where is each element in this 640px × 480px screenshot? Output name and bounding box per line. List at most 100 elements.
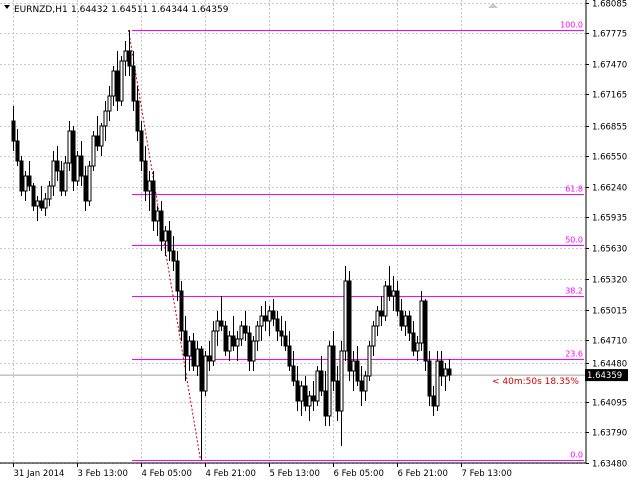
candle (427, 351, 432, 406)
time-axis[interactable]: 31 Jan 2014 3 Feb 13:00 4 Feb 05:00 4 Feb 2… (0, 462, 586, 479)
price-tick-label: 1.67165 (592, 91, 627, 101)
chevron-down-icon[interactable] (4, 5, 10, 9)
candle (299, 381, 304, 416)
candle (251, 336, 256, 371)
candle-body (327, 345, 332, 417)
price-tick-label: 1.67775 (592, 30, 627, 40)
fibo-trendline[interactable] (128, 29, 201, 461)
candle-body (91, 135, 96, 167)
time-tick-label: 6 Feb 21:00 (398, 469, 448, 479)
candle (223, 321, 228, 356)
candle-body (15, 140, 20, 162)
candle (115, 51, 120, 111)
candle-body (335, 380, 340, 412)
candle-body (199, 348, 204, 392)
candle-body (359, 380, 364, 392)
candle-body (387, 285, 392, 297)
candle (359, 366, 364, 406)
candle-body (67, 130, 72, 164)
candle (239, 321, 244, 346)
candle-body (371, 325, 376, 347)
candle-body (339, 350, 344, 412)
candle-body (23, 175, 28, 192)
candle (315, 366, 320, 406)
candle-body (407, 315, 412, 334)
candle-body (379, 310, 384, 317)
candle-body (123, 50, 128, 62)
candle (367, 341, 372, 381)
price-tick-label: 1.65630 (592, 245, 627, 255)
candle-body (51, 160, 56, 187)
candle-body (211, 330, 216, 362)
fibo-level-label: 61.8 (565, 185, 583, 194)
price-tick-label: 1.66550 (592, 153, 627, 163)
candle-body (11, 120, 16, 142)
candle-body (299, 385, 304, 402)
price-tick-label: 1.68085 (592, 0, 627, 10)
candle (243, 311, 248, 341)
candle (307, 391, 312, 421)
candle-body (215, 320, 220, 332)
candle-body (195, 348, 200, 367)
candle-body (319, 370, 324, 392)
candle (355, 346, 360, 386)
candle-body (363, 375, 368, 392)
candle (151, 171, 156, 231)
candle-body (95, 135, 100, 147)
candle (387, 266, 392, 301)
candle (379, 296, 384, 326)
candle (363, 371, 368, 401)
candle (287, 331, 292, 371)
price-tick-label: 1.66855 (592, 123, 627, 133)
ohlc-values: 1.64432 1.64511 1.64344 1.64359 (71, 5, 229, 15)
candle-body (447, 368, 452, 376)
candle-body (131, 65, 136, 102)
candle (283, 321, 288, 351)
candle (47, 181, 52, 206)
price-tick-label: 1.65935 (592, 214, 627, 224)
candle-body (235, 338, 240, 347)
candle (207, 341, 212, 371)
candle (311, 381, 316, 411)
fibo-trendline-line[interactable] (128, 29, 201, 461)
candle-body (171, 250, 176, 262)
candle (395, 281, 400, 316)
candle-body (191, 340, 196, 367)
candle-body (427, 360, 432, 397)
candle-body (443, 368, 448, 377)
candle (227, 331, 232, 361)
candle-body (203, 355, 208, 392)
price-axis[interactable]: 1.68085 1.67775 1.67470 1.67165 1.66855 1.665… (585, 0, 627, 470)
candle (139, 121, 144, 171)
price-tick-label: 1.65320 (592, 276, 627, 286)
candles (11, 30, 452, 460)
candle-body (403, 315, 408, 327)
candle (235, 331, 240, 361)
symbol-timeframe: EURNZD,H1 (14, 5, 68, 15)
candle (247, 326, 252, 371)
candle (439, 351, 444, 386)
candle (103, 101, 108, 141)
candle-body (79, 155, 84, 177)
candle-body (83, 175, 88, 202)
candle (123, 41, 128, 76)
candle (347, 271, 352, 381)
candle (111, 66, 116, 106)
candle-body (439, 360, 444, 377)
candle-body (419, 300, 424, 344)
candle-body (247, 332, 252, 362)
candle-body (343, 280, 348, 352)
candle-body (367, 345, 372, 377)
candle-body (127, 50, 132, 67)
candle-body (311, 395, 316, 402)
candle-body (323, 390, 328, 417)
candle-body (351, 360, 356, 372)
candle (11, 106, 16, 151)
candle (35, 196, 40, 221)
candle (107, 86, 112, 121)
arrow-up-icon[interactable] (488, 3, 498, 8)
candle-body (295, 380, 300, 402)
fibonacci-levels[interactable]: 100.0 61.8 50.0 38.2 23.6 0.0 (132, 21, 584, 461)
